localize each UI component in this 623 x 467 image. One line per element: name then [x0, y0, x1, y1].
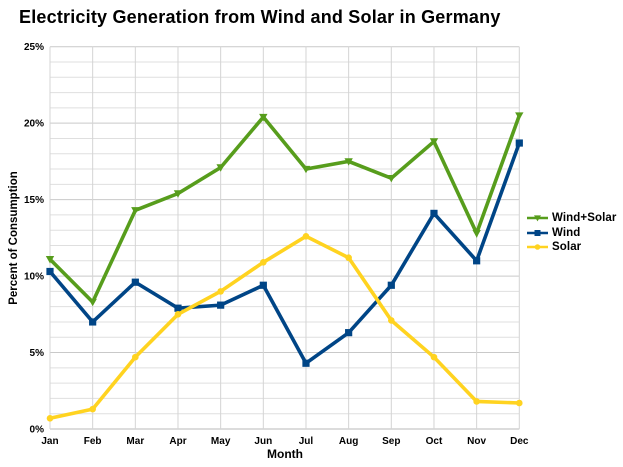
- square-marker: [473, 257, 481, 265]
- circle-marker: [534, 244, 541, 251]
- triangle-down-marker: [534, 215, 541, 222]
- square-marker: [89, 318, 97, 326]
- x-tick-label: Jun: [254, 436, 272, 447]
- circle-marker: [260, 259, 267, 266]
- x-tick-label: Mar: [126, 436, 144, 447]
- square-marker: [259, 281, 267, 289]
- x-tick-label: Apr: [169, 436, 186, 447]
- x-tick-label: Sep: [382, 436, 400, 447]
- x-tick-label: Aug: [339, 436, 358, 447]
- triangle-down-marker: [45, 256, 55, 264]
- x-axis-ticks: Jan Feb Mar Apr May Jun Jul Aug Sep Oct Nov Dec: [41, 436, 529, 447]
- square-marker: [217, 301, 225, 309]
- circle-marker: [46, 414, 54, 422]
- chart-title: Electricity Generation from Wind and Sol…: [19, 7, 501, 27]
- y-tick-label: 20%: [24, 119, 44, 130]
- x-tick-label: Jan: [41, 436, 58, 447]
- circle-marker: [217, 288, 224, 295]
- triangle-down-marker: [216, 164, 225, 172]
- circle-marker: [473, 398, 480, 405]
- x-axis-title: Month: [267, 447, 303, 461]
- series-line: [48, 114, 521, 306]
- legend-line-sample: [527, 244, 548, 251]
- triangle-down-marker: [259, 113, 268, 122]
- y-tick-label: 0%: [30, 425, 45, 436]
- x-tick-label: May: [211, 436, 231, 447]
- series-line: [49, 234, 520, 421]
- legend-label: Wind: [552, 226, 581, 239]
- circle-marker: [430, 353, 438, 361]
- y-tick-label: 10%: [24, 272, 44, 283]
- square-marker: [131, 278, 139, 286]
- legend-item-solar: Solar: [527, 240, 616, 255]
- y-tick-label: 25%: [24, 42, 44, 53]
- gridlines: [49, 46, 520, 430]
- square-marker: [302, 359, 310, 367]
- y-axis-ticks: 0% 5% 10% 15% 20% 25%: [24, 42, 44, 435]
- legend-line-sample: [527, 229, 548, 236]
- legend-item-wind: Wind: [527, 226, 616, 241]
- legend: Wind+Solar Wind Solar: [527, 211, 616, 255]
- circle-marker: [388, 317, 395, 324]
- square-marker: [174, 304, 182, 312]
- triangle-down-marker: [472, 230, 481, 238]
- x-tick-label: Dec: [510, 436, 529, 447]
- triangle-down-marker: [344, 158, 353, 166]
- x-tick-label: Nov: [467, 436, 486, 447]
- square-marker: [46, 267, 54, 276]
- y-tick-label: 5%: [30, 348, 45, 359]
- x-tick-label: Jul: [299, 436, 314, 447]
- square-marker: [345, 329, 353, 337]
- circle-marker: [302, 233, 310, 240]
- triangle-down-marker: [429, 138, 439, 146]
- triangle-down-marker: [387, 175, 396, 183]
- square-marker: [430, 209, 438, 217]
- square-marker: [515, 139, 523, 147]
- triangle-down-marker: [131, 207, 140, 215]
- legend-item-wind-solar: Wind+Solar: [527, 211, 616, 226]
- circle-marker: [516, 399, 523, 407]
- x-tick-label: Oct: [426, 436, 443, 447]
- legend-label: Wind+Solar: [552, 212, 617, 225]
- series-wind: [46, 139, 523, 367]
- triangle-down-marker: [173, 190, 183, 198]
- circle-marker: [89, 405, 96, 413]
- triangle-down-marker: [301, 165, 311, 174]
- series-line: [48, 142, 521, 366]
- triangle-down-marker: [88, 298, 97, 307]
- circle-marker: [345, 254, 352, 262]
- square-marker: [534, 229, 541, 236]
- legend-label: Solar: [552, 241, 582, 254]
- square-marker: [387, 281, 395, 289]
- series-solar: [46, 233, 523, 422]
- circle-marker: [174, 311, 182, 318]
- x-tick-label: Feb: [84, 436, 102, 447]
- triangle-down-marker: [515, 112, 524, 120]
- legend-line-sample: [527, 215, 548, 222]
- series-wind-solar: [45, 112, 524, 307]
- y-tick-label: 15%: [24, 195, 44, 206]
- circle-marker: [132, 353, 139, 361]
